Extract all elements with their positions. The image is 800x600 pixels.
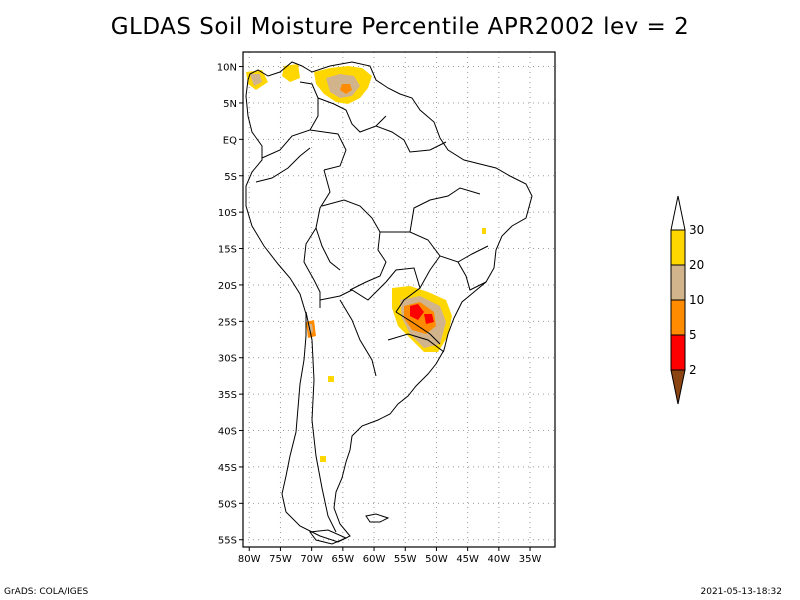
border-argentina-interior [339, 299, 377, 377]
border-colombia [261, 81, 319, 159]
tierra-del-fuego [309, 529, 348, 545]
lon-tick-label: 55W [394, 554, 417, 565]
colorbar-20-30 [670, 229, 686, 266]
border-brazil-interior-3 [409, 187, 481, 233]
lat-tick-label: 20S [218, 281, 237, 292]
footer-credit: GrADS: COLA/IGES [4, 587, 89, 597]
lat-tick-label: 40S [218, 427, 237, 438]
lat-tick-label: 5S [224, 172, 237, 183]
map-border [242, 51, 556, 548]
lat-tick-label: EQ [223, 135, 237, 146]
border-chile-bolivia [313, 279, 321, 308]
colorbar-level-label: 5 [689, 328, 697, 342]
border-paraguay-brazil [385, 267, 421, 313]
border-bolivia-brazil [321, 199, 387, 291]
falklands [365, 513, 390, 523]
shade-southbrazil-red [410, 304, 424, 320]
border-peru-brazil [315, 169, 341, 271]
shade-panama-tan [250, 74, 262, 86]
coastlines-and-borders [245, 61, 533, 545]
lat-tick-label: 35S [218, 390, 237, 401]
shade-colombia-coast-yellow [282, 64, 300, 82]
colorbar-above-30 [670, 195, 686, 231]
lat-tick-label: 50S [218, 499, 237, 510]
border-brazil-interior-4 [457, 261, 487, 291]
border-colombia-brazil [309, 129, 347, 171]
lon-tick-label: 35W [519, 554, 542, 565]
latitude-labels: 10N 5N EQ 5S 10S 15S 20S 25S 30S 35S 40S 45S 50S 55S [217, 63, 237, 547]
lat-tick-label: 55S [218, 536, 237, 547]
shade-venezuela-orange [340, 84, 352, 94]
colorbar: 2 5 10 20 30 [670, 195, 704, 405]
lon-tick-label: 50W [425, 554, 448, 565]
colorbar-level-label: 20 [689, 258, 704, 272]
longitude-labels: 80W 75W 70W 65W 60W 55W 50W 45W 40W 35W [238, 554, 542, 565]
gridlines [243, 52, 555, 547]
shade-brazil-east-patch [482, 228, 486, 234]
lon-tick-label: 70W [300, 554, 323, 565]
colorbar-level-label: 2 [689, 363, 697, 377]
border-brazil-interior-2 [380, 231, 489, 263]
map-title: GLDAS Soil Moisture Percentile APR2002 l… [110, 14, 690, 40]
colorbar-below-2 [670, 369, 686, 405]
border-uruguay [387, 333, 445, 353]
colorbar-5-10 [670, 299, 686, 336]
percentile-shading [246, 64, 486, 462]
colorbar-2-5 [670, 334, 686, 371]
south-america-coastline [245, 61, 533, 543]
lon-tick-label: 60W [363, 554, 386, 565]
map-frame [239, 51, 556, 551]
border-ecuador-peru [255, 147, 311, 183]
border-brazil-interior-1 [375, 125, 447, 153]
lon-tick-label: 65W [332, 554, 355, 565]
border-argentina-bolivia-paraguay [319, 281, 387, 301]
border-chile-argentina [305, 311, 337, 533]
lat-tick-label: 5N [223, 99, 237, 110]
shade-argentina-patch1 [328, 376, 334, 382]
lat-tick-label: 45S [218, 463, 237, 474]
border-brazil-interior-5 [419, 255, 441, 289]
border-peru-bolivia [303, 227, 317, 281]
lat-tick-label: 10N [217, 63, 237, 74]
lat-tick-label: 30S [218, 354, 237, 365]
lat-tick-label: 25S [218, 317, 237, 328]
lon-tick-label: 75W [269, 554, 292, 565]
lon-tick-label: 80W [238, 554, 261, 565]
colorbar-level-label: 10 [689, 293, 704, 307]
colorbar-level-label: 30 [689, 223, 704, 237]
shade-southbrazil-red2 [424, 314, 434, 324]
lat-tick-label: 15S [218, 245, 237, 256]
colorbar-10-20 [670, 264, 686, 301]
lon-tick-label: 40W [488, 554, 511, 565]
border-argentina-brazil [395, 311, 441, 345]
lon-tick-label: 45W [456, 554, 479, 565]
footer-timestamp: 2021-05-13-18:32 [700, 587, 783, 597]
shade-argentina-patch2 [320, 456, 326, 462]
lat-tick-label: 10S [218, 208, 237, 219]
